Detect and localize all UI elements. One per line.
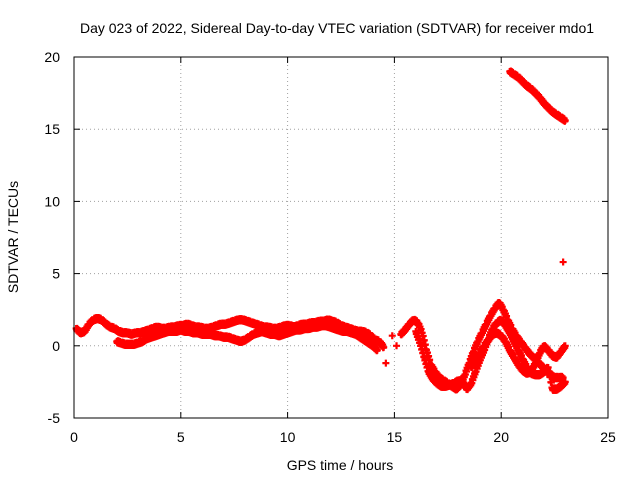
chart-title: Day 023 of 2022, Sidereal Day-to-day VTE… [80,20,594,36]
x-tick-label: 15 [387,429,403,445]
data-point [382,359,390,367]
y-tick-label: 0 [52,338,60,354]
data-point [561,117,569,125]
y-tick-label: 10 [44,193,60,209]
y-tick-label: -5 [48,410,61,426]
data-point [373,346,381,354]
x-tick-label: 25 [600,429,616,445]
data-point [380,343,388,351]
x-tick-label: 10 [280,429,296,445]
x-tick-label: 20 [493,429,509,445]
data-point [561,378,569,386]
y-axis-label: SDTVAR / TECUs [5,181,21,293]
x-tick-label: 0 [70,429,78,445]
y-tick-label: 5 [52,266,60,282]
x-axis-label: GPS time / hours [287,457,394,473]
plot-frame [73,56,609,419]
y-tick-label: 15 [44,121,60,137]
data-point [561,342,569,350]
data-points [72,67,569,394]
data-point [393,342,401,350]
y-tick-label: 20 [44,49,60,65]
data-point [388,332,396,340]
axis-ticks: 0 5 10 15 20 25 -5 0 5 10 15 20 [44,49,616,445]
x-tick-label: 5 [177,429,185,445]
data-point [559,258,567,266]
